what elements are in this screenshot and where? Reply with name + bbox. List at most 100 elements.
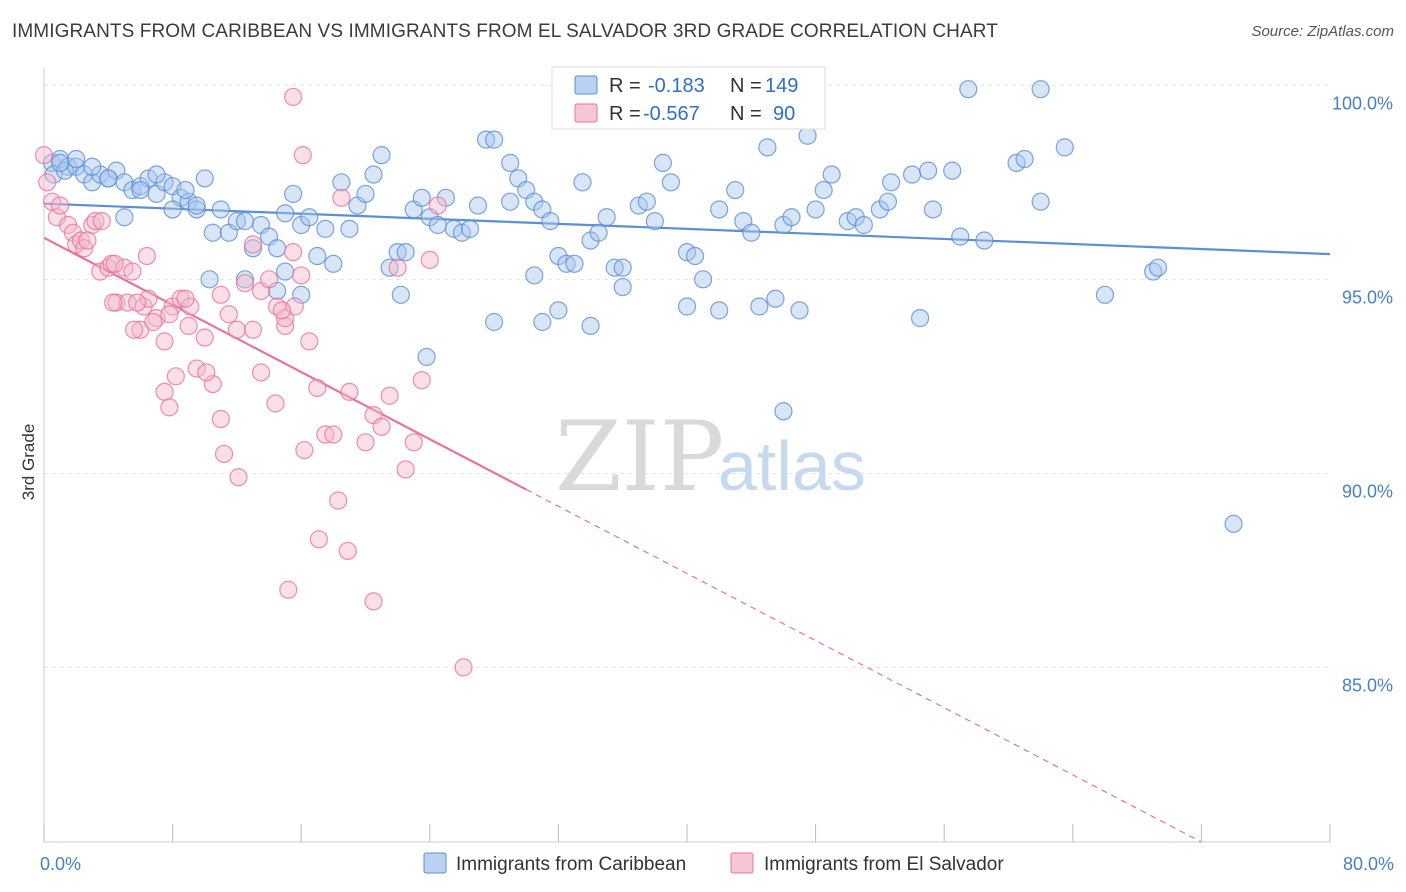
point-series1-53: [404, 433, 423, 452]
point-series1-59: [137, 246, 156, 266]
point-series0-131: [485, 312, 504, 332]
point-series1-66: [211, 409, 230, 429]
point-series0-73: [541, 212, 560, 231]
trend-line-series1: [43, 236, 527, 491]
legend-n-value-el-salvador: 90: [773, 103, 795, 125]
point-series0-45: [308, 246, 327, 266]
point-series1-34: [243, 235, 263, 254]
point-series0-22: [50, 153, 70, 172]
legend: R = -0.183 N = 149 R = -0.567 N = 90: [551, 66, 826, 130]
point-series1-33: [235, 274, 255, 293]
point-series1-81: [155, 382, 174, 401]
point-series1-75: [309, 530, 328, 549]
point-series0-31: [187, 196, 206, 215]
point-series1-88: [176, 289, 195, 308]
point-series0-33: [211, 200, 230, 219]
point-series1-61: [104, 293, 123, 312]
point-series0-85: [645, 212, 664, 231]
point-series0-51: [356, 184, 375, 204]
point-series1-79: [454, 658, 473, 677]
point-series1-38: [276, 316, 295, 335]
point-series1-85: [78, 231, 97, 250]
y-tick-label-1: 95.0%: [1342, 287, 1393, 307]
point-series1-1: [38, 173, 57, 192]
point-series0-27: [131, 180, 150, 200]
point-series0-84: [637, 192, 656, 211]
point-series0-42: [284, 184, 303, 204]
point-series0-116: [951, 227, 970, 246]
series-legend-swatch-el-salvador: [730, 852, 754, 874]
point-series0-112: [910, 309, 930, 328]
point-series0-144: [276, 262, 295, 281]
legend-swatch-caribbean: [574, 75, 598, 95]
legend-r-label-caribbean: R =: [609, 75, 641, 97]
point-series1-21: [139, 289, 158, 308]
point-series0-120: [1015, 149, 1034, 169]
point-series1-50: [380, 386, 399, 405]
point-series0-142: [677, 297, 697, 316]
point-series1-23: [155, 332, 174, 351]
point-series0-60: [428, 215, 447, 235]
point-series1-36: [259, 270, 279, 289]
series-legend: Immigrants from Caribbean Immigrants fro…: [423, 852, 1004, 875]
point-series1-39: [284, 243, 303, 262]
point-series1-69: [243, 320, 263, 339]
point-series0-117: [959, 80, 978, 99]
point-series1-11: [86, 212, 105, 231]
point-series1-80: [279, 580, 298, 599]
point-series0-48: [332, 173, 351, 192]
point-series0-76: [565, 254, 584, 273]
series-legend-el-salvador: Immigrants from El Salvador: [764, 854, 1004, 875]
point-series1-30: [211, 285, 230, 304]
point-series0-47: [324, 254, 343, 273]
point-series0-137: [200, 270, 219, 289]
chart-title: IMMIGRANTS FROM CARIBBEAN VS IMMIGRANTS …: [12, 21, 998, 42]
point-series1-70: [251, 363, 271, 382]
point-series0-121: [1031, 80, 1050, 99]
point-series1-41: [300, 332, 319, 351]
point-series1-32: [227, 320, 246, 339]
source-label: Source: ZipAtlas.com: [1251, 23, 1394, 40]
point-series1-74: [295, 440, 314, 460]
point-series0-32: [203, 223, 222, 242]
point-series0-68: [501, 153, 520, 172]
point-series0-28: [147, 165, 166, 184]
point-series0-80: [597, 208, 616, 227]
point-series0-100: [790, 301, 809, 320]
point-series0-114: [923, 200, 943, 219]
point-series1-65: [197, 363, 216, 382]
point-series0-44: [300, 208, 319, 227]
point-series0-67: [485, 130, 504, 149]
point-series0-24: [83, 157, 102, 176]
point-series1-55: [420, 250, 439, 270]
point-series0-138: [235, 270, 255, 289]
legend-n-value-caribbean: 149: [765, 75, 798, 97]
point-series1-49: [372, 417, 391, 436]
point-series1-31: [219, 305, 238, 324]
point-series1-87: [128, 293, 147, 312]
point-series1-68: [229, 468, 248, 487]
point-series0-56: [396, 243, 415, 262]
point-series0-140: [292, 285, 311, 304]
point-series0-99: [782, 208, 801, 227]
point-series1-29: [203, 374, 222, 394]
point-series0-122: [1031, 192, 1050, 211]
y-tick-label-0: 100.0%: [1332, 93, 1393, 113]
point-series0-52: [364, 165, 383, 184]
point-series0-64: [460, 219, 480, 238]
point-series1-54: [412, 371, 431, 390]
point-series1-71: [266, 394, 285, 413]
point-series0-77: [573, 173, 592, 192]
point-series0-89: [685, 246, 705, 266]
y-tick-label-2: 90.0%: [1342, 481, 1393, 501]
trend-lines: [43, 202, 1331, 843]
point-series1-27: [187, 359, 206, 378]
point-series0-132: [525, 266, 544, 285]
point-series0-36: [235, 212, 255, 231]
point-series0-124: [1095, 285, 1115, 304]
legend-n-label-el-salvador: N =: [730, 103, 762, 125]
point-series0-129: [391, 285, 410, 304]
point-series0-30: [176, 180, 195, 200]
grid-lines: [44, 84, 1330, 668]
point-series1-60: [124, 320, 144, 339]
